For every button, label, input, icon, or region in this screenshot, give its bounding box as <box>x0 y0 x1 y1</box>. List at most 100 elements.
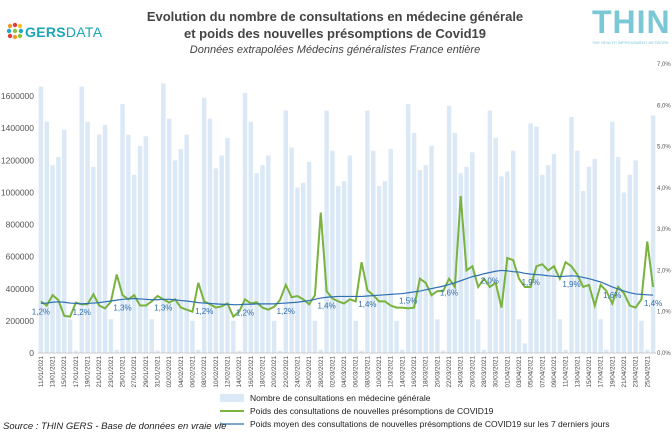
x-axis-tick-label: 13/04/2021 <box>574 356 581 388</box>
consultation-bar <box>225 137 230 353</box>
consultation-bar <box>592 158 597 353</box>
consultation-bar <box>161 83 166 354</box>
consultation-bar <box>475 319 481 353</box>
consultation-bar <box>102 125 108 353</box>
x-axis: 11/01/2021 13/01/2021 15/01/2021 17/01/2021… <box>38 352 656 388</box>
consultation-bar <box>295 187 300 353</box>
consultation-bar <box>365 110 370 353</box>
consultation-bar <box>645 349 650 353</box>
legend-swatch-bars <box>220 394 244 402</box>
thin-logo: THIN THE HEALTH IMPROVEMENT NETWORK <box>592 4 670 50</box>
thin-wordmark: THIN <box>592 4 671 40</box>
consultation-bar <box>604 349 609 353</box>
consultation-bar <box>347 155 353 353</box>
x-axis-tick-label: 20/02/2021 <box>271 356 278 388</box>
consultation-bar <box>318 349 323 353</box>
x-axis-tick-label: 01/04/2021 <box>504 356 511 388</box>
consultation-bar <box>248 121 254 353</box>
consultation-bar <box>120 104 125 353</box>
consultation-bar <box>114 349 119 353</box>
consultation-bar <box>231 320 236 353</box>
average-data-label: 1,4% <box>317 301 335 310</box>
left-axis-tick-label: 400000 <box>6 284 35 294</box>
consultation-bar <box>353 320 358 353</box>
average-data-label: 1,6% <box>440 289 458 298</box>
x-axis-tick-label: 02/03/2021 <box>329 356 336 388</box>
x-axis-tick-label: 18/03/2021 <box>423 356 430 388</box>
consultation-bar <box>446 105 452 354</box>
consultation-bar <box>91 166 96 353</box>
consultation-bar <box>499 176 504 353</box>
chart-title-line-1: Evolution du nombre de consultations en … <box>146 9 524 24</box>
left-axis-tick-label: 1400000 <box>1 123 34 133</box>
consultation-bar <box>569 116 574 353</box>
x-axis-tick-label: 04/02/2021 <box>178 356 185 388</box>
left-axis-tick-label: 0 <box>29 348 34 358</box>
right-axis-tick-label: 4,0% <box>657 186 671 192</box>
gers-wordmark: GERSDATA <box>25 24 103 40</box>
right-axis-tick-label: 3,0% <box>657 227 671 233</box>
consultation-bar <box>435 319 440 353</box>
consultation-bar <box>324 110 329 353</box>
consultation-bar <box>545 165 551 353</box>
right-axis-tick-label: 2,0% <box>657 268 671 274</box>
consultation-bar <box>341 181 347 353</box>
average-data-label: 1,5% <box>399 297 417 306</box>
x-axis-tick-label: 14/03/2021 <box>399 356 406 388</box>
x-axis-tick-label: 17/01/2021 <box>73 356 80 388</box>
consultation-bar <box>633 160 638 353</box>
consultation-bar <box>190 320 195 353</box>
consultation-bar <box>137 145 143 353</box>
consultation-bar <box>283 110 288 353</box>
consultation-bar <box>598 319 603 353</box>
consultation-bar <box>213 168 219 353</box>
consultation-bar <box>516 319 522 353</box>
source-note: Source : THIN GERS - Base de données en … <box>3 421 227 432</box>
right-axis-tick-label: 6,0% <box>657 103 671 109</box>
average-data-label: 1,2% <box>73 308 91 317</box>
left-axis-tick-label: 200000 <box>6 316 35 326</box>
x-axis-tick-label: 25/01/2021 <box>120 356 127 388</box>
consultation-bar <box>417 169 423 353</box>
consultation-bar <box>166 118 172 353</box>
consultation-bar <box>85 121 90 353</box>
x-axis-tick-label: 21/04/2021 <box>621 356 628 388</box>
consultation-bar <box>266 155 271 353</box>
consultation-bar <box>487 110 493 353</box>
chart-title-line-2: et poids des nouvelles présomptions de C… <box>184 26 486 41</box>
right-axis-tick-label: 7,0% <box>657 62 671 68</box>
x-axis-tick-label: 26/02/2021 <box>306 356 313 388</box>
consultation-bar <box>108 319 114 353</box>
consultation-bar <box>650 115 656 353</box>
x-axis-tick-label: 12/02/2021 <box>225 356 232 388</box>
x-axis-tick-label: 06/02/2021 <box>190 356 197 388</box>
average-data-label: 2,0% <box>481 277 499 286</box>
right-axis-tick-label: 1,0% <box>657 310 671 316</box>
legend: Nombre de consultations en médecine géné… <box>220 393 610 429</box>
x-axis-tick-label: 18/02/2021 <box>260 356 267 388</box>
x-axis-tick-label: 22/02/2021 <box>283 356 290 388</box>
left-axis-tick-label: 1600000 <box>1 91 34 101</box>
x-axis-tick-label: 27/01/2021 <box>131 356 138 388</box>
consultation-bar <box>330 150 335 353</box>
x-axis-tick-label: 12/03/2021 <box>388 356 395 388</box>
consultation-bar <box>155 350 160 353</box>
chart-subtitle: Données extrapolées Médecins généraliste… <box>189 44 481 56</box>
consultation-bar <box>510 150 516 353</box>
consultation-bar <box>312 320 318 353</box>
consultation-bar <box>336 186 341 353</box>
consultation-bar <box>557 319 563 353</box>
average-data-label: 1,4% <box>358 300 376 309</box>
x-axis-tick-label: 23/04/2021 <box>633 356 640 388</box>
x-axis-tick-label: 11/04/2021 <box>563 356 570 388</box>
left-axis-tick-label: 800000 <box>6 220 35 230</box>
x-axis-tick-label: 09/04/2021 <box>551 356 558 388</box>
average-data-label: 1,2% <box>277 307 295 316</box>
x-axis-tick-label: 15/04/2021 <box>586 356 593 388</box>
x-axis-tick-label: 05/04/2021 <box>528 356 535 388</box>
left-axis: 0 200000 400000 600000 800000 1000000 1200000 1… <box>1 91 34 358</box>
consultation-bar <box>50 165 55 353</box>
x-axis-tick-label: 16/03/2021 <box>411 356 418 388</box>
legend-label: Poids moyen des consultations de nouvell… <box>250 419 610 429</box>
